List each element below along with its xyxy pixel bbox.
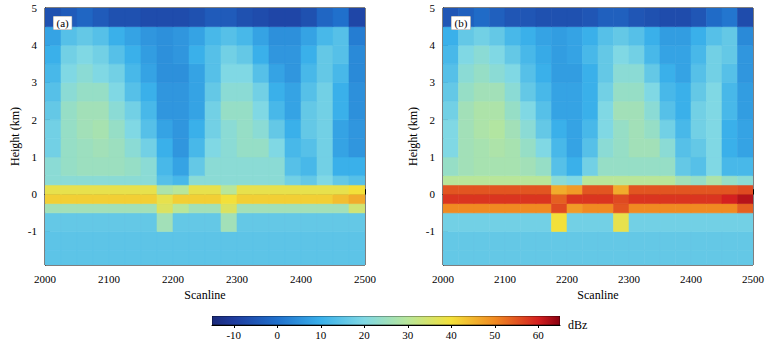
svg-text:5: 5	[32, 2, 38, 14]
svg-text:2000: 2000	[432, 273, 455, 285]
svg-text:2100: 2100	[494, 273, 517, 285]
svg-text:-1: -1	[28, 225, 37, 237]
svg-text:-1: -1	[426, 225, 435, 237]
svg-text:3: 3	[430, 76, 436, 88]
svg-text:30: 30	[402, 329, 414, 341]
svg-text:Scanline: Scanline	[184, 288, 225, 302]
svg-text:1: 1	[430, 151, 436, 163]
svg-text:-10: -10	[226, 329, 241, 341]
svg-text:60: 60	[533, 329, 545, 341]
svg-text:50: 50	[489, 329, 501, 341]
svg-text:2300: 2300	[618, 273, 641, 285]
svg-text:2: 2	[32, 114, 38, 126]
svg-text:2: 2	[430, 114, 436, 126]
svg-text:10: 10	[315, 329, 327, 341]
svg-text:3: 3	[32, 76, 38, 88]
svg-text:2500: 2500	[354, 273, 377, 285]
svg-text:1: 1	[32, 151, 38, 163]
svg-text:2300: 2300	[226, 273, 249, 285]
svg-text:Scanline: Scanline	[577, 288, 618, 302]
svg-text:2000: 2000	[34, 273, 57, 285]
svg-text:2400: 2400	[680, 273, 703, 285]
svg-text:5: 5	[430, 2, 436, 14]
svg-text:0: 0	[430, 188, 436, 200]
svg-text:dBz: dBz	[568, 318, 587, 332]
svg-text:4: 4	[430, 39, 436, 51]
svg-text:40: 40	[446, 329, 458, 341]
svg-text:4: 4	[32, 39, 38, 51]
svg-text:2100: 2100	[98, 273, 121, 285]
svg-text:Height (km): Height (km)	[406, 107, 420, 166]
svg-text:20: 20	[359, 329, 371, 341]
svg-text:2200: 2200	[162, 273, 185, 285]
svg-text:0: 0	[275, 329, 281, 341]
svg-text:2400: 2400	[290, 273, 313, 285]
svg-text:2500: 2500	[742, 273, 765, 285]
svg-text:(b): (b)	[455, 17, 468, 30]
svg-text:Height (km): Height (km)	[8, 107, 22, 166]
svg-text:2200: 2200	[556, 273, 579, 285]
svg-text:(a): (a)	[57, 17, 70, 30]
svg-text:0: 0	[32, 188, 38, 200]
